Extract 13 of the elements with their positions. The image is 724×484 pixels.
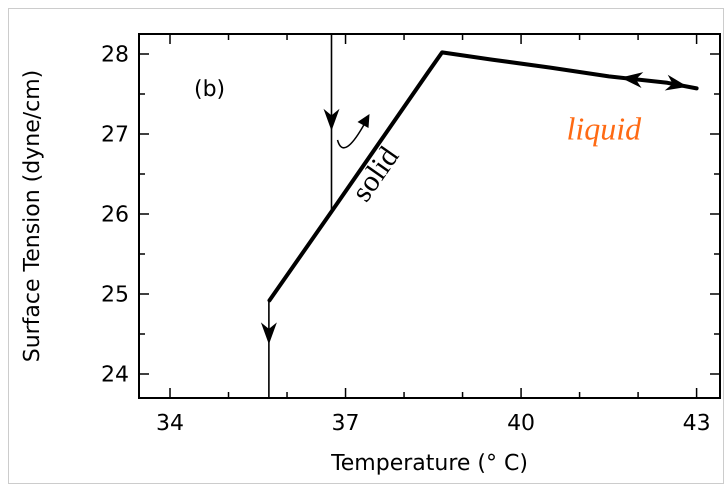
x-tick-label: 37 xyxy=(332,411,360,436)
y-tick-label: 28 xyxy=(101,42,129,68)
x-tick-label: 40 xyxy=(507,411,536,436)
annotation: liquid xyxy=(566,110,642,147)
y-axis-title: Surface Tension (dyne/cm) xyxy=(20,70,45,362)
x-tick-label: 43 xyxy=(682,411,711,436)
y-tick-label: 26 xyxy=(101,202,129,228)
y-tick-label: 25 xyxy=(101,282,129,308)
annotation: (b) xyxy=(194,77,226,102)
y-tick-label: 24 xyxy=(101,362,129,388)
y-tick-label: 27 xyxy=(101,122,129,148)
x-axis-title: Temperature (° C) xyxy=(330,451,528,476)
x-tick-label: 34 xyxy=(156,411,184,436)
